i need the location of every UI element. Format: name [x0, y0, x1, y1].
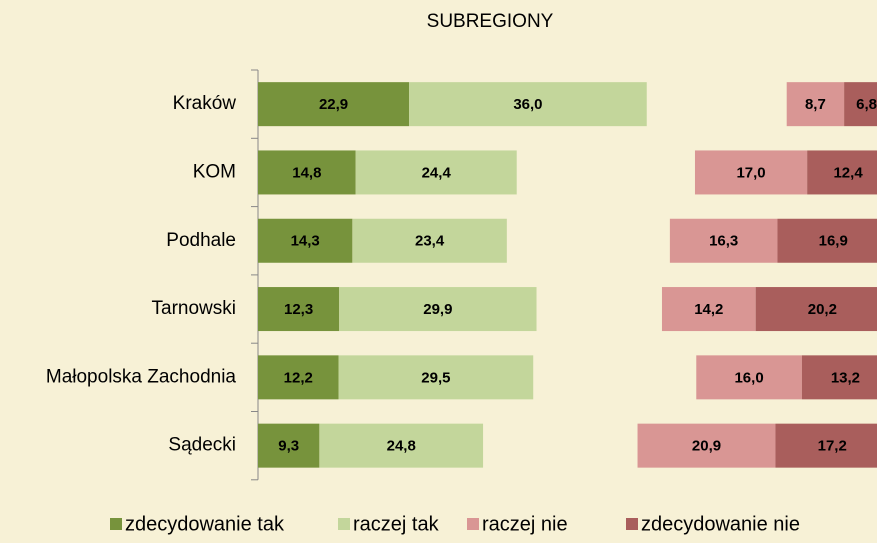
category-label: KOM	[193, 161, 236, 182]
value-label: 29,9	[423, 301, 452, 318]
value-label: 24,4	[422, 164, 452, 181]
legend-label: zdecydowanie tak	[125, 513, 285, 535]
bar	[258, 82, 410, 127]
value-label: 20,2	[808, 301, 837, 318]
value-label: 9,3	[278, 438, 299, 455]
value-label: 29,5	[421, 369, 450, 386]
chart-title: SUBREGIONY	[427, 11, 554, 32]
value-label: 23,4	[415, 233, 445, 250]
bar	[786, 82, 845, 127]
value-label: 20,9	[692, 438, 721, 455]
value-label: 36,0	[513, 96, 542, 113]
bar	[258, 287, 340, 332]
bar	[694, 150, 808, 195]
legend-swatch	[626, 518, 638, 530]
category-label: Podhale	[166, 230, 236, 251]
bar	[258, 355, 339, 400]
category-label: Kraków	[173, 93, 237, 114]
category-label: Małopolska Zachodnia	[46, 366, 237, 387]
value-label: 16,3	[709, 233, 738, 250]
value-label: 8,7	[805, 96, 826, 113]
value-label: 12,4	[833, 164, 863, 181]
value-label: 22,9	[319, 96, 348, 113]
value-label: 13,2	[831, 369, 860, 386]
value-label: 14,3	[291, 233, 320, 250]
bar	[355, 150, 517, 195]
bar	[755, 287, 877, 332]
category-label: Tarnowski	[152, 298, 236, 319]
bar	[338, 355, 534, 400]
bar	[409, 82, 647, 127]
bar	[258, 218, 353, 263]
bar	[777, 218, 877, 263]
legend-swatch	[467, 518, 479, 530]
bar	[319, 423, 484, 468]
value-label: 14,2	[694, 301, 723, 318]
value-label: 12,3	[284, 301, 313, 318]
bar	[339, 287, 537, 332]
value-label: 24,8	[387, 438, 416, 455]
bar	[637, 423, 776, 468]
legend-label: raczej nie	[482, 513, 568, 535]
bar	[844, 82, 877, 127]
value-label: 17,2	[818, 438, 847, 455]
value-label: 16,0	[734, 369, 763, 386]
value-label: 14,8	[292, 164, 321, 181]
category-label: Sądecki	[168, 435, 236, 456]
value-label: 6,8	[856, 96, 877, 113]
bar	[669, 218, 778, 263]
legend-label: raczej tak	[353, 513, 440, 535]
bar	[775, 423, 877, 468]
bar	[352, 218, 507, 263]
bar	[807, 150, 877, 195]
legend-swatch	[110, 518, 122, 530]
value-label: 12,2	[284, 369, 313, 386]
legend-swatch	[338, 518, 350, 530]
bar	[696, 355, 802, 400]
bar	[801, 355, 877, 400]
bar	[661, 287, 756, 332]
bar	[258, 423, 320, 468]
value-label: 17,0	[736, 164, 765, 181]
value-label: 16,9	[819, 233, 848, 250]
bar	[258, 150, 356, 195]
legend-label: zdecydowanie nie	[641, 513, 800, 535]
